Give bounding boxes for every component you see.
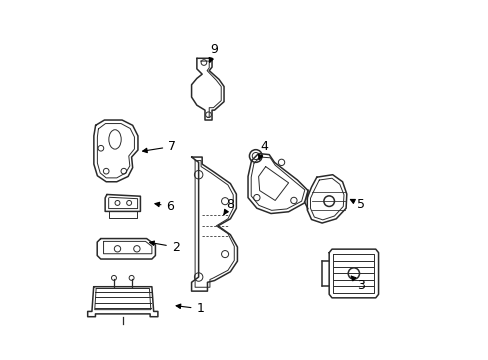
Circle shape: [129, 275, 134, 280]
Circle shape: [347, 268, 359, 279]
Ellipse shape: [109, 130, 121, 149]
Circle shape: [221, 198, 228, 205]
Text: 4: 4: [258, 140, 267, 159]
Circle shape: [98, 145, 103, 151]
Circle shape: [111, 275, 116, 280]
Circle shape: [194, 273, 203, 281]
Circle shape: [103, 168, 109, 174]
Circle shape: [290, 197, 296, 204]
Circle shape: [121, 168, 126, 174]
Circle shape: [221, 251, 228, 258]
Circle shape: [253, 194, 260, 201]
Text: 3: 3: [350, 276, 364, 292]
Circle shape: [115, 201, 120, 206]
Circle shape: [114, 246, 121, 252]
Circle shape: [133, 246, 140, 252]
Text: 6: 6: [155, 200, 174, 213]
Text: 2: 2: [149, 240, 179, 253]
Text: 5: 5: [350, 198, 364, 211]
Circle shape: [126, 201, 131, 206]
Text: 8: 8: [224, 198, 234, 215]
Text: 7: 7: [142, 140, 176, 153]
Circle shape: [278, 159, 284, 166]
Circle shape: [252, 153, 259, 159]
Text: 9: 9: [209, 43, 218, 62]
Circle shape: [323, 196, 334, 207]
Circle shape: [194, 171, 203, 179]
Circle shape: [205, 112, 211, 118]
Circle shape: [249, 150, 262, 162]
Text: 1: 1: [176, 302, 204, 315]
Circle shape: [201, 60, 206, 66]
